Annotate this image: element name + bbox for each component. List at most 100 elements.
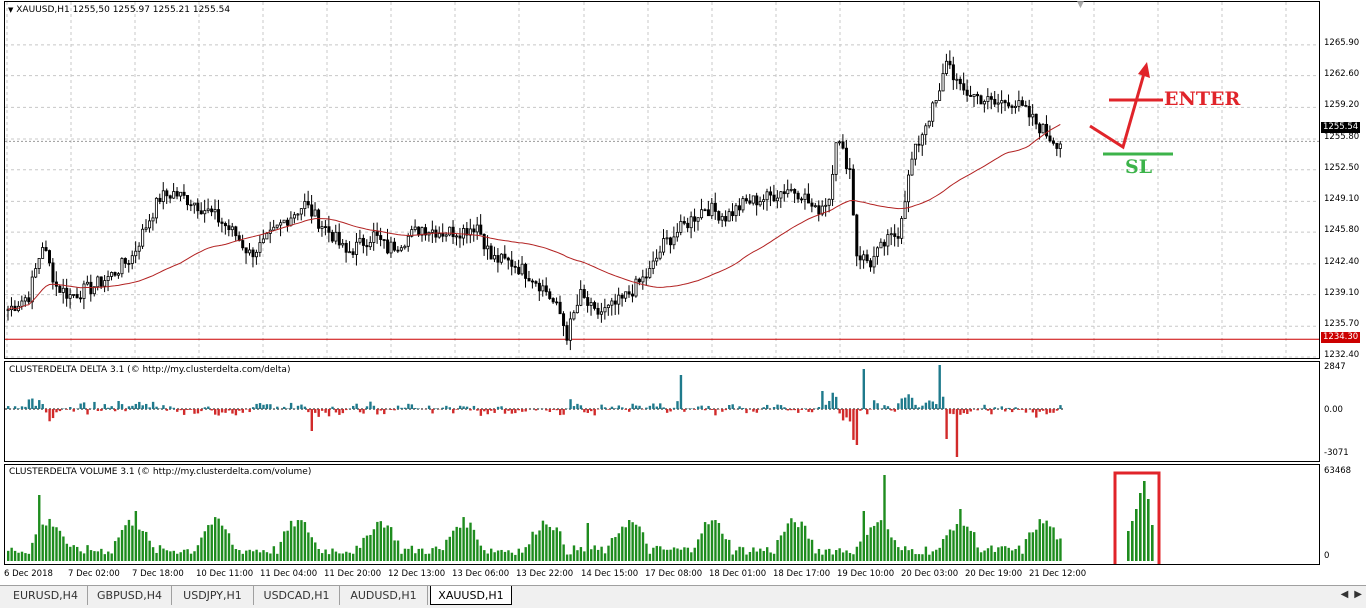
delta-bar	[572, 406, 576, 409]
volume-bar	[331, 548, 334, 561]
delta-indicator-pane[interactable]	[4, 361, 1320, 462]
delta-bar	[955, 409, 959, 457]
volume-axis-max: 63468	[1324, 466, 1352, 476]
candle-body	[989, 96, 993, 100]
candle-body	[620, 294, 624, 299]
delta-bar	[983, 404, 986, 409]
candle-body	[872, 255, 876, 268]
volume-bar	[262, 550, 265, 561]
delta-bar	[96, 409, 100, 412]
volume-bar	[679, 549, 683, 561]
delta-bar	[890, 409, 893, 411]
volume-bar	[386, 525, 389, 561]
volume-bar	[793, 522, 796, 561]
delta-bar	[20, 406, 24, 409]
candle-body	[1007, 102, 1011, 107]
volume-bar	[962, 525, 966, 561]
delta-bar	[307, 409, 310, 413]
price-axis-label: 1245.80	[1324, 225, 1360, 236]
candle-body	[827, 198, 831, 206]
tab-xauusd-h1[interactable]: XAUUSD,H1	[430, 586, 512, 605]
delta-bar	[155, 406, 158, 409]
candle-body	[527, 278, 531, 282]
delta-bar	[952, 409, 955, 415]
delta-bar	[859, 409, 862, 411]
candle-body	[506, 257, 510, 261]
time-axis-label: 11 Dec 20:00	[324, 569, 382, 579]
volume-bar	[614, 537, 617, 561]
volume-bar	[258, 552, 262, 561]
candle-body	[924, 125, 928, 136]
candle-body	[482, 233, 486, 250]
delta-bar	[210, 409, 213, 411]
price-chart-pane[interactable]	[4, 1, 1320, 359]
candle-body	[744, 198, 748, 202]
volume-bar	[779, 535, 783, 561]
volume-bar	[234, 549, 238, 561]
delta-bar	[196, 409, 200, 414]
candle-body	[199, 210, 203, 215]
volume-bar	[807, 538, 810, 561]
volume-indicator-pane[interactable]	[4, 464, 1320, 565]
delta-bar	[783, 407, 786, 409]
volume-bar	[421, 548, 424, 561]
candle-body	[669, 237, 673, 246]
volume-bar	[659, 546, 662, 561]
candle-body	[458, 235, 462, 239]
volume-bar	[910, 549, 914, 561]
volume-bar	[924, 546, 928, 561]
tab-eurusd-h4[interactable]: EURUSD,H4	[4, 586, 88, 605]
price-axis-label: 1249.10	[1324, 194, 1360, 205]
delta-bar	[1014, 407, 1017, 409]
delta-bar	[928, 400, 931, 409]
delta-bar	[93, 401, 96, 409]
delta-bar	[124, 409, 127, 412]
candle-body	[855, 214, 859, 257]
tab-scroll-left-icon[interactable]: ◀	[1340, 589, 1349, 600]
delta-bar	[355, 403, 358, 409]
tab-scroll-right-icon[interactable]: ▶	[1354, 589, 1362, 600]
volume-bar	[296, 520, 300, 561]
tab-usdcad-h1[interactable]: USDCAD,H1	[254, 586, 340, 605]
volume-bar	[593, 545, 596, 561]
volume-bar	[407, 548, 410, 561]
volume-bar	[835, 550, 838, 561]
chart-title: ▼ XAUUSD,H1 1255,50 1255.97 1255.21 1255…	[8, 5, 230, 15]
delta-bar	[690, 408, 693, 409]
volume-bar	[214, 517, 217, 561]
candle-body	[1014, 105, 1018, 108]
chart-menu-icon[interactable]: ▼	[8, 6, 14, 14]
candle-body	[786, 189, 790, 195]
candle-body	[106, 276, 110, 281]
candle-body	[99, 276, 103, 287]
volume-bar	[452, 530, 455, 561]
delta-bar	[13, 406, 17, 409]
candle-body	[317, 209, 321, 229]
volume-bar	[507, 550, 510, 561]
tab-audusd-h1[interactable]: AUDUSD,H1	[340, 586, 428, 605]
delta-bar	[324, 409, 327, 413]
candle-body	[1003, 100, 1007, 104]
candle-body	[455, 235, 459, 238]
volume-bar	[755, 551, 759, 561]
volume-bar	[89, 550, 93, 561]
tab-usdjpy-h1[interactable]: USDJPY,H1	[172, 586, 254, 605]
delta-bar	[493, 409, 496, 413]
candle-body	[720, 216, 724, 221]
candle-body	[192, 202, 196, 206]
delta-bar	[514, 409, 517, 414]
volume-bar	[941, 539, 945, 561]
candle-body	[185, 195, 189, 206]
volume-bar	[1017, 545, 1021, 561]
volume-bar	[814, 553, 817, 561]
delta-bar	[289, 402, 293, 409]
candle-body	[448, 226, 452, 236]
delta-bar	[693, 409, 696, 410]
tab-gbpusd-h4[interactable]: GBPUSD,H4	[88, 586, 172, 605]
candle-body	[403, 245, 407, 249]
shift-marker-icon[interactable]: ▼	[1077, 0, 1084, 10]
volume-bar	[648, 553, 652, 561]
delta-bar	[193, 409, 196, 414]
candle-body	[465, 228, 469, 236]
volume-bar	[58, 530, 62, 561]
